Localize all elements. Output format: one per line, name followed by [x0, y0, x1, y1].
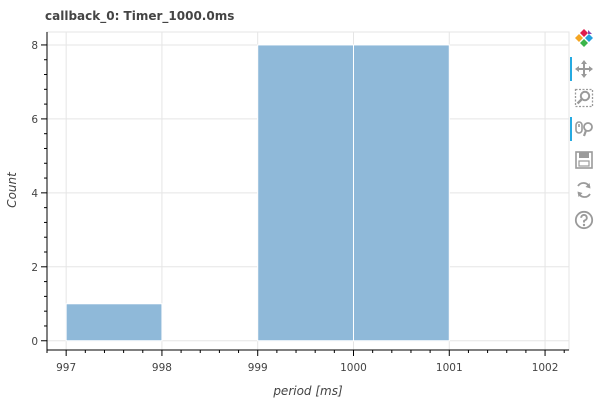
y-tick-label: 8	[31, 40, 38, 52]
bokeh-logo[interactable]	[568, 24, 600, 52]
pan-icon	[575, 60, 593, 78]
axes: 997 998 999 1000 1001 1002 0 2 4 6 8	[31, 32, 569, 374]
x-tick-label: 998	[152, 362, 172, 374]
pan-tool[interactable]	[568, 55, 600, 83]
chart-title: callback_0: Timer_1000.0ms	[45, 9, 234, 24]
x-axis-label: period [ms]	[272, 384, 343, 398]
bars	[65, 44, 450, 342]
histogram-bar	[257, 44, 354, 342]
box-zoom-tool[interactable]	[568, 84, 600, 112]
y-tick-label: 0	[31, 336, 38, 348]
wheel-zoom-icon	[575, 121, 593, 137]
x-tick-label: 1001	[436, 362, 463, 374]
bokeh-logo-icon	[575, 29, 593, 47]
wheel-zoom-tool[interactable]	[568, 115, 600, 143]
help-icon	[574, 210, 594, 230]
y-tick-label: 6	[31, 114, 38, 126]
x-tick-label: 999	[248, 362, 268, 374]
x-tick-label: 1000	[340, 362, 367, 374]
y-tick-label: 2	[31, 262, 38, 274]
box-zoom-icon	[574, 88, 594, 108]
reset-tool[interactable]	[568, 176, 600, 204]
histogram-bar	[352, 44, 450, 342]
histogram-bar	[65, 303, 163, 342]
toolbar	[568, 24, 600, 244]
x-tick-label: 997	[56, 362, 76, 374]
x-tick-label: 1002	[532, 362, 559, 374]
save-icon	[575, 151, 593, 169]
reset-icon	[577, 182, 591, 198]
y-tick-label: 4	[31, 188, 38, 200]
help-tool[interactable]	[568, 206, 600, 234]
y-axis-label: Count	[5, 171, 19, 208]
save-tool[interactable]	[568, 146, 600, 174]
